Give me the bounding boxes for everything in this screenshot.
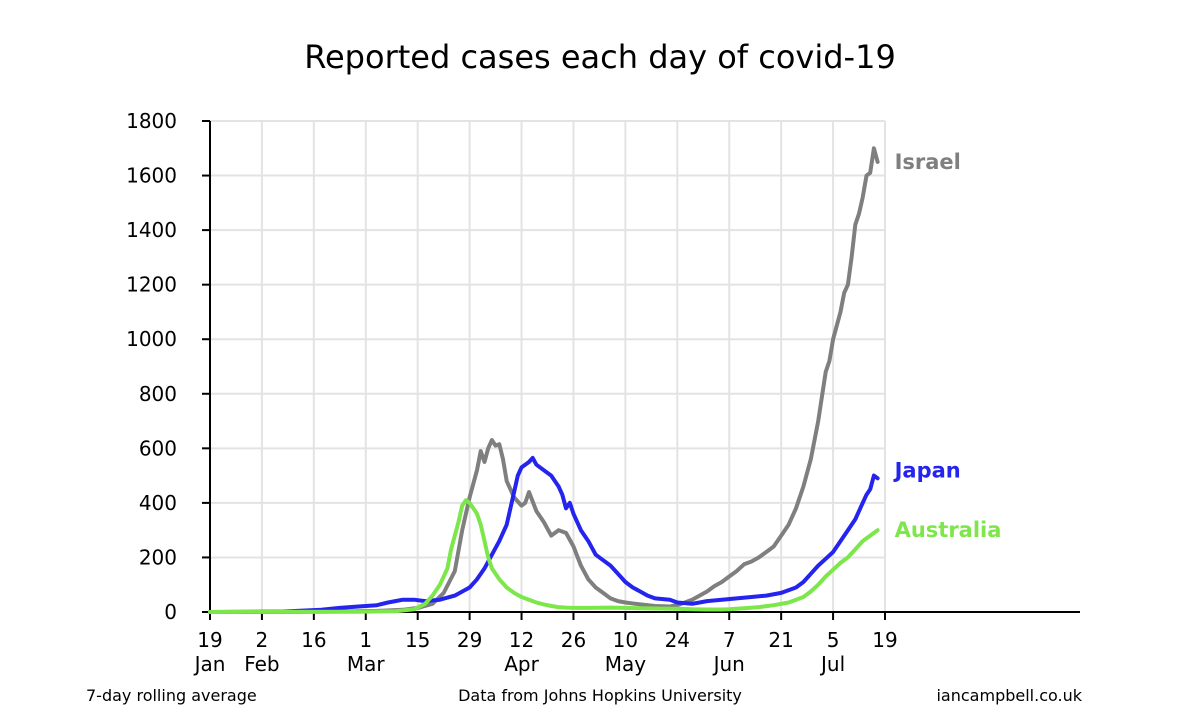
y-tick-label: 0 [164, 600, 177, 624]
x-month-label: Apr [504, 652, 539, 676]
series-label-australia: Australia [895, 518, 1002, 542]
x-tick-label: 19 [872, 628, 897, 652]
grid-lines [210, 120, 886, 612]
x-tick-label: 15 [405, 628, 430, 652]
footnote-rolling-average: 7-day rolling average [86, 686, 257, 705]
series-layer: Israel Japan Australia [208, 146, 1002, 614]
series-line-israel [208, 146, 880, 614]
axes [202, 120, 1080, 620]
x-month-label: Jun [712, 652, 745, 676]
x-tick-label: 19 [197, 628, 222, 652]
y-tick-label: 200 [139, 545, 177, 569]
y-tick-label: 1600 [126, 164, 177, 188]
x-tick-label: 2 [256, 628, 269, 652]
series-line-japan [208, 455, 880, 614]
series-line-australia [208, 498, 880, 614]
x-month-label: Jan [193, 652, 226, 676]
series-label-japan: Japan [893, 458, 961, 482]
x-month-label: Mar [347, 652, 386, 676]
x-tick-label: 24 [665, 628, 690, 652]
y-tick-label: 400 [139, 491, 177, 515]
x-tick-label: 5 [827, 628, 840, 652]
footnote-source: Data from Johns Hopkins University [458, 686, 742, 705]
y-tick-label: 1000 [126, 327, 177, 351]
x-tick-label: 1 [359, 628, 372, 652]
x-tick-label: 21 [768, 628, 793, 652]
x-tick-label: 16 [301, 628, 326, 652]
y-tick-label: 1200 [126, 273, 177, 297]
x-tick-label: 29 [457, 628, 482, 652]
x-month-label: May [605, 652, 647, 676]
series-label-israel: Israel [895, 150, 961, 174]
x-month-label: Feb [244, 652, 279, 676]
x-tick-label: 26 [561, 628, 586, 652]
y-tick-label: 1400 [126, 218, 177, 242]
x-month-label: Jul [819, 652, 845, 676]
y-tick-label: 600 [139, 436, 177, 460]
x-tick-label: 12 [509, 628, 534, 652]
tick-labels: 02004006008001000120014001600180019Jan2F… [126, 109, 898, 676]
x-tick-label: 7 [723, 628, 736, 652]
footnote-website: iancampbell.co.uk [936, 686, 1082, 705]
y-tick-label: 800 [139, 382, 177, 406]
chart-title: Reported cases each day of covid-19 [304, 38, 896, 76]
x-tick-label: 10 [613, 628, 638, 652]
y-tick-label: 1800 [126, 109, 177, 133]
